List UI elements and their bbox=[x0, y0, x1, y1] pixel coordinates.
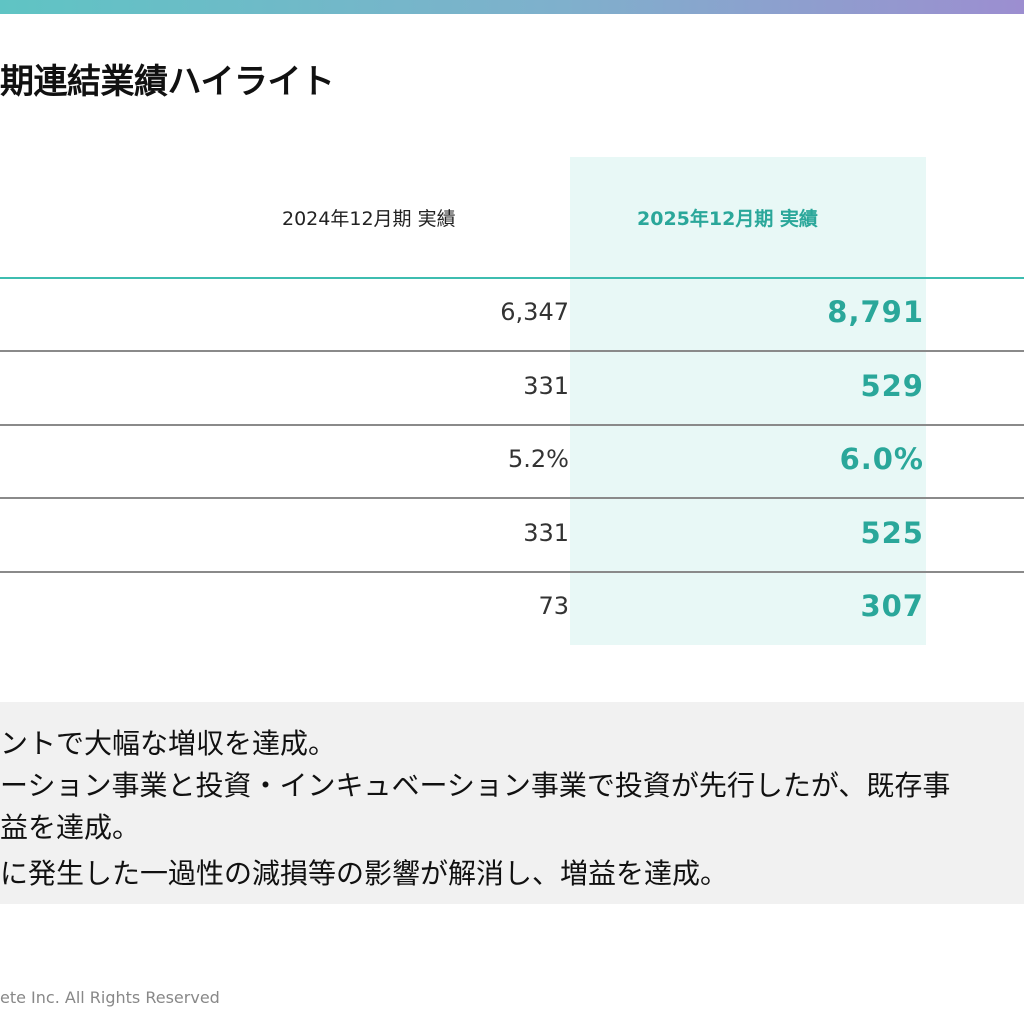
row-divider bbox=[0, 571, 1024, 573]
current-value: 525 bbox=[860, 516, 924, 550]
previous-value: 73 bbox=[538, 592, 569, 620]
note-line: 益を達成。 bbox=[0, 811, 141, 844]
previous-value: 331 bbox=[523, 372, 569, 400]
previous-value: 6,347 bbox=[500, 298, 569, 326]
current-value: 8,791 bbox=[827, 295, 924, 329]
note-line: に発生した一過性の減損等の影響が解消し、増益を達成。 bbox=[0, 857, 729, 890]
table-row: 331 525 bbox=[0, 499, 1024, 573]
table-row: 73 307 bbox=[0, 572, 1024, 646]
row-divider bbox=[0, 350, 1024, 352]
header-divider bbox=[0, 277, 1024, 279]
previous-value: 331 bbox=[523, 519, 569, 547]
current-value: 6.0% bbox=[839, 442, 924, 476]
current-value: 307 bbox=[860, 589, 924, 623]
table-row: 5.2% 6.0% bbox=[0, 425, 1024, 499]
page-title: 期連結業績ハイライト bbox=[0, 62, 335, 102]
note-line: ントで大幅な増収を達成。 bbox=[0, 727, 337, 760]
row-divider bbox=[0, 497, 1024, 499]
current-period-highlight bbox=[570, 157, 926, 645]
column-header-2025: 2025年12月期 実績 bbox=[637, 208, 818, 230]
previous-value: 5.2% bbox=[508, 445, 569, 473]
copyright-footer: ete Inc. All Rights Reserved bbox=[0, 988, 220, 1007]
notes-box: ントで大幅な増収を達成。 ーション事業と投資・インキュベーション事業で投資が先行… bbox=[0, 702, 1024, 904]
column-header-2024: 2024年12月期 実績 bbox=[282, 208, 456, 230]
table-row: 331 529 bbox=[0, 352, 1024, 426]
current-value: 529 bbox=[860, 369, 924, 403]
table-row: 6,347 8,791 bbox=[0, 278, 1024, 352]
note-line: ーション事業と投資・インキュベーション事業で投資が先行したが、既存事 bbox=[0, 769, 951, 802]
top-accent-bar bbox=[0, 0, 1024, 14]
row-divider bbox=[0, 424, 1024, 426]
